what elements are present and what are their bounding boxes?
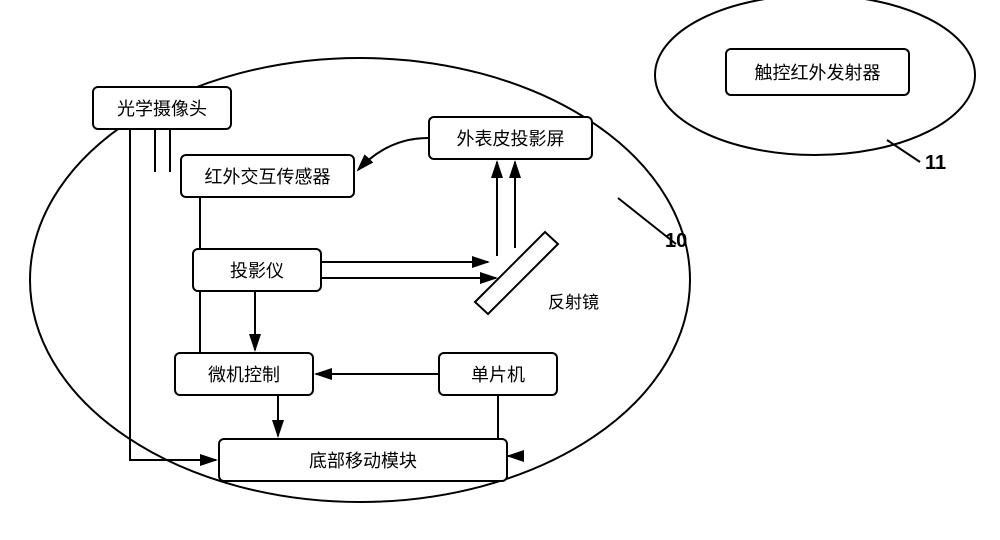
node-camera-label: 光学摄像头	[117, 95, 207, 121]
node-projection-screen-label: 外表皮投影屏	[457, 125, 565, 151]
node-projector-label: 投影仪	[230, 257, 284, 283]
leader-line-11	[887, 140, 920, 162]
node-touch-ir-emitter-label: 触控红外发射器	[755, 59, 881, 85]
node-projector: 投影仪	[192, 248, 322, 292]
node-ir-sensor: 红外交互传感器	[180, 154, 355, 198]
label-mirror-text: 反射镜	[548, 293, 599, 312]
node-camera: 光学摄像头	[92, 86, 232, 130]
arrow-screen-to-ir	[358, 138, 428, 170]
label-10: 10	[665, 230, 687, 253]
node-mcu-chip: 单片机	[438, 352, 558, 396]
node-bottom-module: 底部移动模块	[218, 438, 508, 482]
node-projection-screen: 外表皮投影屏	[428, 116, 593, 160]
label-10-text: 10	[665, 230, 687, 252]
diagram-canvas: 光学摄像头 红外交互传感器 外表皮投影屏 投影仪 微机控制 单片机 底部移动模块…	[0, 0, 1000, 535]
node-touch-ir-emitter: 触控红外发射器	[725, 48, 910, 96]
node-mcu-control: 微机控制	[174, 352, 314, 396]
node-bottom-module-label: 底部移动模块	[309, 447, 417, 473]
label-11: 11	[925, 152, 946, 175]
mirror-shape	[475, 232, 558, 314]
node-mcu-chip-label: 单片机	[471, 361, 525, 387]
label-mirror: 反射镜	[548, 288, 599, 313]
label-11-text: 11	[925, 152, 946, 174]
node-mcu-control-label: 微机控制	[208, 361, 280, 387]
node-ir-sensor-label: 红外交互传感器	[205, 163, 331, 189]
